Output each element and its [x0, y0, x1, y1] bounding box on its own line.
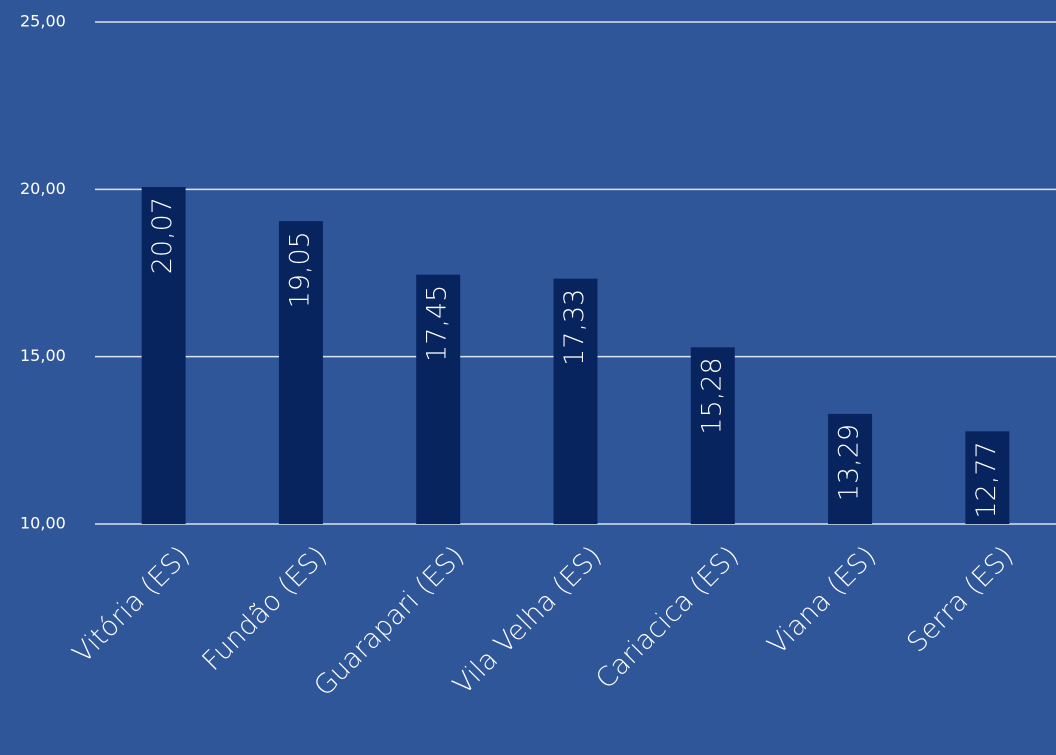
bar — [965, 431, 1010, 524]
bar — [278, 221, 323, 525]
x-tick-label: Serra (ES) — [901, 540, 1019, 658]
y-tick-label: 25,00 — [20, 12, 66, 31]
x-tick-label: Vitória (ES) — [67, 540, 196, 669]
value-label: 13,29 — [834, 424, 865, 501]
y-tick-label: 20,00 — [20, 179, 66, 198]
value-label: 15,28 — [696, 357, 727, 434]
x-tick-label: Viana (ES) — [762, 540, 883, 661]
value-label: 20,07 — [147, 197, 178, 274]
x-tick-label: Vila Velha (ES) — [447, 540, 608, 701]
value-label: 19,05 — [284, 231, 315, 308]
y-tick-label: 15,00 — [20, 346, 66, 365]
bar — [828, 413, 873, 524]
bar — [141, 186, 186, 524]
bar — [690, 347, 735, 524]
x-tick-label: Fundão (ES) — [196, 540, 333, 677]
y-tick-label: 10,00 — [20, 514, 66, 533]
bar — [553, 278, 598, 524]
x-tick-label: Cariacica (ES) — [590, 540, 745, 695]
value-label: 17,45 — [422, 285, 453, 362]
x-tick-label: Guarapari (ES) — [308, 540, 470, 702]
bar — [416, 274, 461, 524]
value-label: 17,33 — [559, 289, 590, 366]
value-label: 12,77 — [971, 441, 1002, 518]
